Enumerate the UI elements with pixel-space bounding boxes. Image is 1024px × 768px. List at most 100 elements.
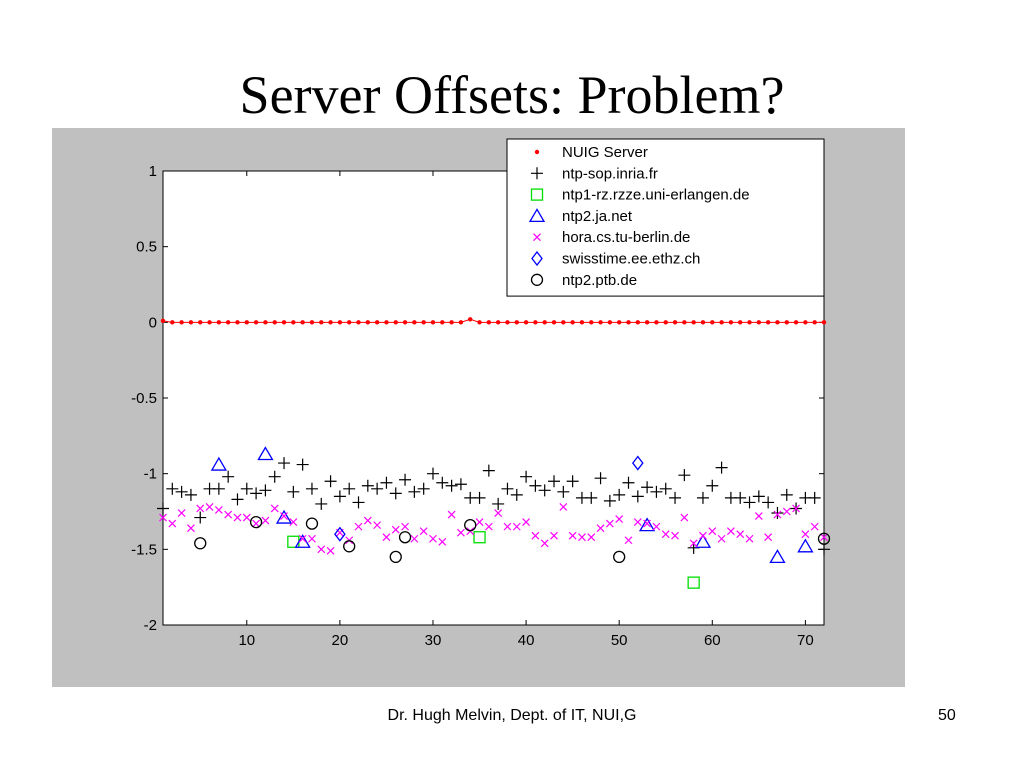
data-point <box>194 511 207 524</box>
x-tick-label: 60 <box>704 632 721 649</box>
data-point <box>689 539 698 548</box>
data-point <box>793 320 799 325</box>
data-point <box>585 491 598 504</box>
data-point <box>780 488 793 501</box>
data-point <box>616 320 622 325</box>
data-point <box>429 534 437 543</box>
data-point <box>454 478 467 491</box>
footer-text: Dr. Hugh Melvin, Dept. of IT, NUI,G <box>387 707 637 724</box>
data-point <box>194 537 207 550</box>
data-point <box>756 320 762 325</box>
data-point <box>188 320 194 325</box>
data-point <box>771 507 784 520</box>
legend-marker <box>534 149 540 155</box>
slide-title: Server Offsets: Problem? <box>239 65 785 125</box>
data-point <box>294 533 311 548</box>
data-point <box>438 537 447 546</box>
data-point <box>259 484 272 497</box>
data-point <box>812 320 817 325</box>
data-point <box>354 522 363 531</box>
data-point <box>818 543 830 556</box>
data-point <box>275 509 293 524</box>
data-point <box>393 320 398 325</box>
data-point <box>715 461 728 474</box>
data-point <box>596 524 605 533</box>
data-point <box>365 320 371 325</box>
data-point <box>196 504 205 513</box>
data-point <box>494 509 503 517</box>
data-point <box>352 496 365 509</box>
legend-label: hora.cs.tu-berlin.de <box>562 229 690 246</box>
offset-chart: 1 0.5 0 -0.5 -1 -1.5 -2 10 20 30 40 50 60 70 NUIG Ser… <box>131 138 831 649</box>
data-point <box>317 545 326 554</box>
data-point <box>531 531 540 540</box>
data-point <box>361 479 374 492</box>
data-point <box>464 518 477 532</box>
data-point <box>538 484 551 497</box>
legend-label: ntp2.ja.net <box>562 208 633 225</box>
data-point <box>769 549 786 564</box>
data-point <box>233 513 242 522</box>
data-point <box>212 482 225 495</box>
data-point <box>803 320 808 325</box>
data-point <box>334 526 346 542</box>
data-point <box>492 497 505 510</box>
data-point <box>328 320 333 325</box>
data-point <box>622 476 635 489</box>
data-point <box>687 576 700 589</box>
data-point <box>289 518 298 527</box>
data-point <box>240 482 253 495</box>
data-point <box>550 531 558 540</box>
data-point <box>419 527 428 536</box>
legend-label: ntp2.ptb.de <box>562 272 637 289</box>
data-point <box>754 512 763 520</box>
data-point <box>589 320 594 325</box>
legend-marker <box>530 273 544 286</box>
data-point <box>458 320 464 325</box>
data-point <box>510 488 523 501</box>
data-point <box>384 320 389 325</box>
legend: NUIG Server ntp-sop.inria.fr ntp1-rz.rzze.… <box>506 138 825 297</box>
data-point <box>300 320 305 325</box>
data-point <box>177 509 186 517</box>
data-point <box>578 533 586 542</box>
data-point <box>231 493 244 506</box>
legend-marker <box>530 188 544 201</box>
data-point <box>214 506 223 514</box>
data-point <box>708 527 717 536</box>
data-point <box>391 525 400 534</box>
data-point <box>598 320 603 325</box>
series-5 <box>334 455 644 542</box>
data-point <box>726 527 735 536</box>
data-point <box>412 320 417 325</box>
data-point <box>374 320 380 325</box>
data-point <box>343 540 356 553</box>
data-point <box>319 320 324 325</box>
data-point <box>613 550 626 564</box>
data-point <box>261 516 270 525</box>
data-point <box>734 491 747 504</box>
data-point <box>250 487 263 500</box>
data-point <box>635 320 641 325</box>
data-point <box>417 482 430 495</box>
data-point <box>253 320 259 325</box>
data-point <box>456 528 465 537</box>
data-point <box>728 320 734 325</box>
data-point <box>482 464 495 477</box>
data-point <box>762 496 775 509</box>
series-3 <box>210 446 814 564</box>
series-0 <box>160 317 827 325</box>
data-point <box>263 320 268 325</box>
data-point <box>669 491 682 504</box>
data-point <box>278 457 291 470</box>
data-point <box>410 534 419 543</box>
data-point <box>603 494 616 507</box>
data-point <box>216 320 222 325</box>
x-tick-label: 30 <box>425 632 442 649</box>
figure-window: 1 0.5 0 -0.5 -1 -1.5 -2 10 20 30 40 50 60 70 NUIG Ser… <box>52 128 905 687</box>
data-point <box>505 320 510 325</box>
data-point <box>678 469 691 482</box>
legend-box <box>506 138 825 297</box>
data-point <box>542 320 547 325</box>
data-point <box>719 320 724 325</box>
